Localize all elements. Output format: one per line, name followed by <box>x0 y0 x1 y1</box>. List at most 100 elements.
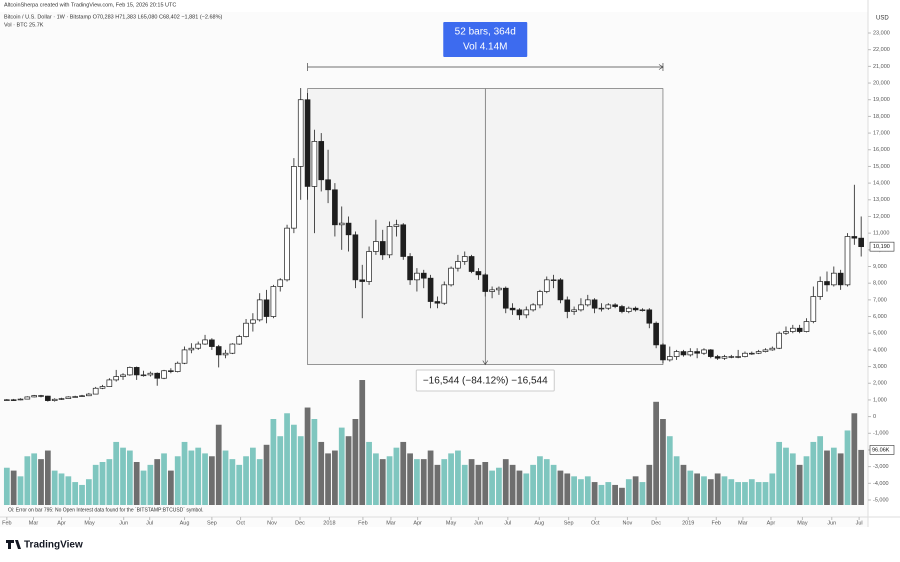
candle-body <box>851 236 858 239</box>
y-tick-label: 13,000 <box>873 197 890 203</box>
x-tick-label: Sep <box>207 520 217 526</box>
volume-bar <box>496 467 502 505</box>
volume-bar <box>256 459 263 505</box>
volume-bar <box>120 447 126 505</box>
volume-bar <box>824 450 830 505</box>
volume-bar <box>673 456 680 505</box>
candle-body <box>127 367 133 376</box>
volume-bar <box>414 459 420 505</box>
candle-body <box>550 279 557 281</box>
volume-bar <box>373 453 379 505</box>
volume-bar <box>133 462 140 505</box>
candle-body <box>441 284 448 304</box>
volume-bar <box>646 464 653 505</box>
y-tick-label: 2,000 <box>873 381 887 387</box>
volume-bar <box>434 464 441 505</box>
candle-body <box>701 349 707 354</box>
x-tick-label: Jul <box>856 520 863 526</box>
candle-body <box>215 346 222 356</box>
x-tick-label: Oct <box>236 520 245 526</box>
candle-body <box>338 222 345 226</box>
candle-body <box>673 351 680 357</box>
volume-bar <box>236 464 243 505</box>
volume-bar <box>550 464 557 505</box>
volume-bar <box>79 484 85 505</box>
volume-bar <box>817 436 824 505</box>
volume-bar <box>113 441 120 505</box>
candle-body <box>749 352 755 355</box>
y-tick-label: -3,000 <box>873 464 889 470</box>
volume-bar <box>277 436 284 505</box>
volume-bar <box>735 482 742 505</box>
x-tick-label: Jun <box>827 520 836 526</box>
x-tick-label: Jun <box>119 520 128 526</box>
y-tick-label: 1,000 <box>873 397 887 403</box>
volume-bar <box>311 419 318 505</box>
volume-bar <box>270 419 277 505</box>
last-volume-label: 96.06K <box>872 447 890 453</box>
volume-bar <box>584 476 591 505</box>
volume-bar <box>345 436 352 505</box>
candle-body <box>400 224 407 257</box>
candle-body <box>147 372 154 376</box>
x-tick-label: Feb <box>358 520 367 526</box>
volume-bar <box>92 464 99 505</box>
candle-body <box>407 256 413 281</box>
candle-body <box>557 279 564 301</box>
candle-body <box>844 236 851 286</box>
y-tick-label: 3,000 <box>873 364 887 370</box>
candle-body <box>769 347 776 351</box>
volume-bar <box>3 467 10 505</box>
candle-body <box>810 296 817 322</box>
volume-bar <box>468 459 475 505</box>
volume-bar <box>17 476 24 505</box>
volume-bar <box>304 407 311 505</box>
candle-body <box>154 372 161 379</box>
candle-body <box>496 287 502 291</box>
volume-bar <box>386 456 393 505</box>
candle-body <box>106 379 113 387</box>
candle-body <box>837 272 844 286</box>
brand-logo: TradingView <box>6 540 83 551</box>
candle-body <box>161 370 167 379</box>
candle-body <box>133 367 140 376</box>
volume-bar <box>742 482 748 505</box>
candle-body <box>38 395 44 397</box>
candle-body <box>86 393 92 397</box>
candle-body <box>584 299 591 306</box>
volume-bar <box>359 380 366 505</box>
candle-body <box>332 189 338 226</box>
candle-body <box>653 322 659 346</box>
volume-bar <box>502 459 509 505</box>
candle-body <box>386 226 393 256</box>
measure-change-box <box>415 369 555 392</box>
candle-body <box>79 395 85 397</box>
volume-bar <box>537 456 543 505</box>
volume-bar <box>762 482 769 505</box>
volume-bar <box>106 459 113 505</box>
volume-bar <box>660 419 666 505</box>
candle-body <box>489 289 495 292</box>
x-tick-label: Apr <box>57 520 66 526</box>
volume-bar <box>154 459 161 505</box>
candle-body <box>236 336 243 345</box>
x-tick-label: Mar <box>738 520 748 526</box>
volume-bar <box>557 470 564 505</box>
volume-bar <box>338 427 345 505</box>
volume-bar <box>325 453 331 505</box>
y-tick-label: -5,000 <box>873 497 889 503</box>
volume-bar <box>653 401 659 505</box>
last-price-label: 10,190 <box>873 244 890 250</box>
x-tick-label: May <box>446 520 457 526</box>
volume-bar <box>748 479 755 505</box>
candle-body <box>65 396 72 399</box>
volume-title: Vol · BTC 25.7K <box>4 22 44 28</box>
volume-bar <box>482 462 489 505</box>
candle-body <box>735 356 741 358</box>
candle-body <box>509 307 516 311</box>
y-tick-label: 0 <box>873 414 876 420</box>
volume-bar <box>701 476 707 505</box>
footer-note: Oi: Error on bar 795: No Open Interest d… <box>8 507 204 513</box>
chart-title: Bitcoin / U.S. Dollar · 1W · Bitstamp O7… <box>4 14 222 20</box>
